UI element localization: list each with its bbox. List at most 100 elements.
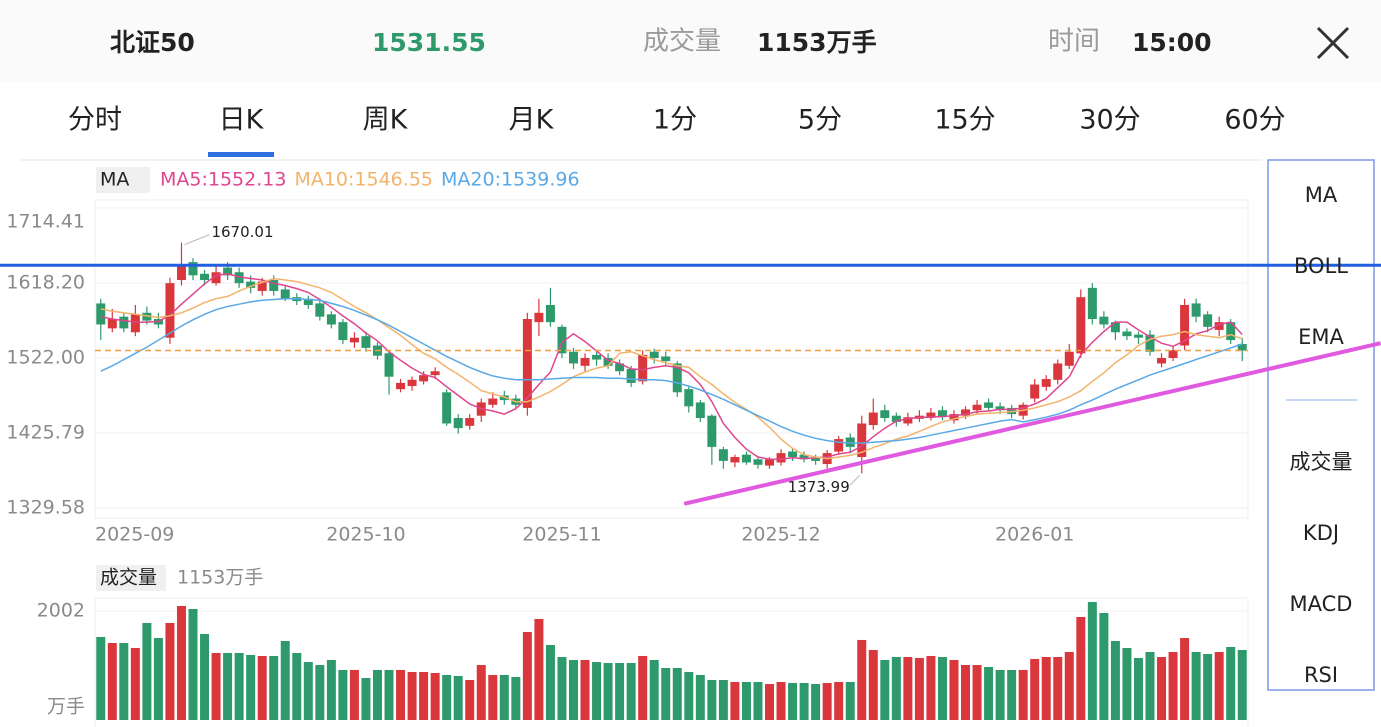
volume-bar [880,660,890,720]
candle-body [1122,331,1132,337]
y-tick-label: 1618.20 [6,272,85,294]
candle-body [1133,334,1143,338]
volume-bar [130,647,140,720]
volume-bar [499,674,509,720]
candle-body [1053,363,1063,380]
candle-body [280,289,290,299]
candle-body [1191,303,1201,317]
candle-body [176,266,186,281]
volume-bar [361,677,371,720]
volume-bar [349,669,359,720]
low-label: 1373.99 [788,478,850,496]
candle-body [165,283,175,338]
indicator-option[interactable]: KDJ [1303,521,1339,545]
volume-bar [1214,651,1224,720]
volume-bar [545,644,555,720]
candle-body [984,402,994,408]
ma-line [100,297,1243,444]
candle-body [972,404,982,411]
header-bg [0,0,1381,82]
volume-bar [234,652,244,720]
candle-body [223,267,233,276]
candle-body [1030,384,1040,399]
volume-bar [765,684,775,720]
tab[interactable]: 60分 [1224,105,1285,136]
candle-body [442,392,452,424]
volume-bar [799,682,809,720]
volume-tag-bg [96,565,166,591]
close-button[interactable] [1310,20,1356,66]
indicator-option[interactable]: RSI [1304,663,1338,687]
candle-body [545,304,555,323]
candle-body [684,389,694,407]
candle-body [1087,287,1097,320]
volume-bar [188,608,198,720]
volume-label: 成交量 [643,27,721,57]
volume-bar [142,622,152,720]
candle-body [615,363,625,372]
volume-bar [568,660,578,720]
candle-body [799,454,809,460]
volume-bar [303,662,313,720]
candle-body [695,402,705,419]
tab-bar: 分时 日K 周K 月K 1分 5分 15分 30分 60分 [68,105,1286,157]
candle-body [407,379,417,387]
candle-body [488,398,498,405]
volume-bar [776,681,786,720]
time-label: 时间 [1048,27,1100,57]
volume-bar [315,665,325,720]
indicator-option[interactable]: EMA [1298,325,1344,349]
candle-body [269,280,279,291]
volume-bar [326,660,336,720]
candle-body [811,457,821,461]
volume-bar [949,660,959,720]
volume-tick-label: 2002 [37,600,85,622]
tab[interactable]: 1分 [653,105,697,136]
x-tick-label: 2025-10 [326,524,405,546]
tab[interactable]: 周K [363,105,409,136]
candle-body [568,351,578,364]
tab[interactable]: 5分 [798,105,842,136]
indicator-option[interactable]: BOLL [1294,254,1348,278]
indicator-option[interactable]: MA [1305,183,1338,207]
candle-body [1168,350,1178,358]
candle-body [707,415,717,447]
candle-body [1157,357,1167,364]
candle-body [246,281,256,288]
y-tick-label: 1714.41 [6,211,85,233]
indicator-option[interactable]: 成交量 [1290,450,1353,474]
candle-body [1110,322,1120,333]
tab[interactable]: 分时 [68,105,122,136]
candle-body [1041,379,1051,387]
indicator-option[interactable]: MACD [1290,592,1353,616]
candle-body [96,303,106,325]
volume-bar [1191,651,1201,720]
volume-bar [476,665,486,720]
index-name: 北证50 [110,28,195,57]
time-value: 15:00 [1132,28,1212,57]
x-tick-label: 2025-11 [522,524,601,546]
volume-bar [1018,669,1028,720]
volume-bar [1180,638,1190,720]
tab[interactable]: 30分 [1079,105,1140,136]
volume-bar [442,674,452,720]
tab[interactable]: 月K [509,105,555,136]
volume-bar [1041,657,1051,720]
tab[interactable]: 15分 [934,105,995,136]
volume-bar [1007,669,1017,720]
volume-bar [707,679,717,720]
volume-bar [937,657,947,720]
candle-body [949,414,959,421]
ma-line [100,277,1243,460]
candle-body [234,272,244,284]
volume-bar [257,655,267,720]
volume-bar [1030,658,1040,720]
candle-body [361,336,371,348]
candle-body [384,353,394,377]
tab[interactable]: 日K [219,105,265,136]
volume-bar [788,682,798,720]
candle-body [845,437,855,447]
volume-bar [292,652,302,720]
volume-legend-value: 1153万手 [177,567,263,589]
volume-bar [672,668,682,720]
